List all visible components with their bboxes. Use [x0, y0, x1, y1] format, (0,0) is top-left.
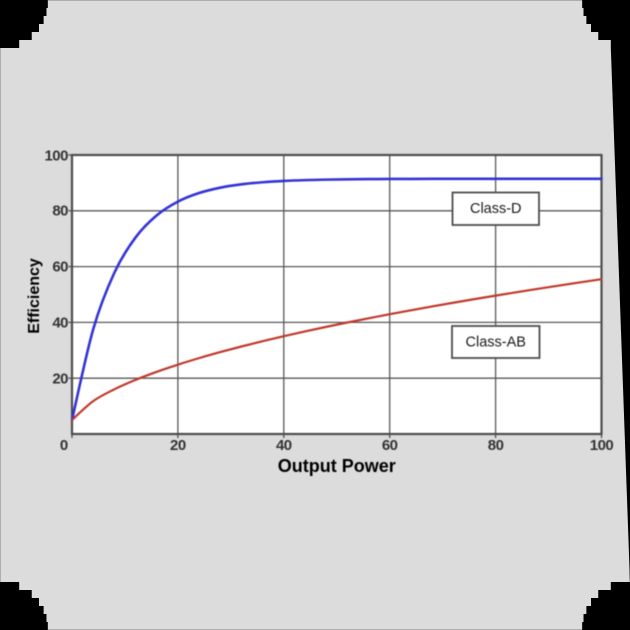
- svg-text:100: 100: [44, 148, 68, 165]
- svg-text:Class-AB: Class-AB: [466, 335, 526, 351]
- svg-text:80: 80: [488, 437, 504, 454]
- svg-text:0: 0: [60, 437, 68, 454]
- svg-text:Class-D: Class-D: [470, 201, 522, 217]
- svg-text:60: 60: [52, 259, 68, 276]
- svg-text:20: 20: [52, 371, 68, 388]
- svg-text:40: 40: [52, 315, 68, 332]
- svg-text:Efficiency: Efficiency: [26, 258, 43, 334]
- svg-text:80: 80: [52, 203, 68, 220]
- svg-text:100: 100: [590, 437, 614, 454]
- svg-text:20: 20: [170, 437, 186, 454]
- svg-text:60: 60: [382, 437, 398, 454]
- svg-text:40: 40: [276, 437, 292, 454]
- svg-text:Output Power: Output Power: [278, 456, 396, 476]
